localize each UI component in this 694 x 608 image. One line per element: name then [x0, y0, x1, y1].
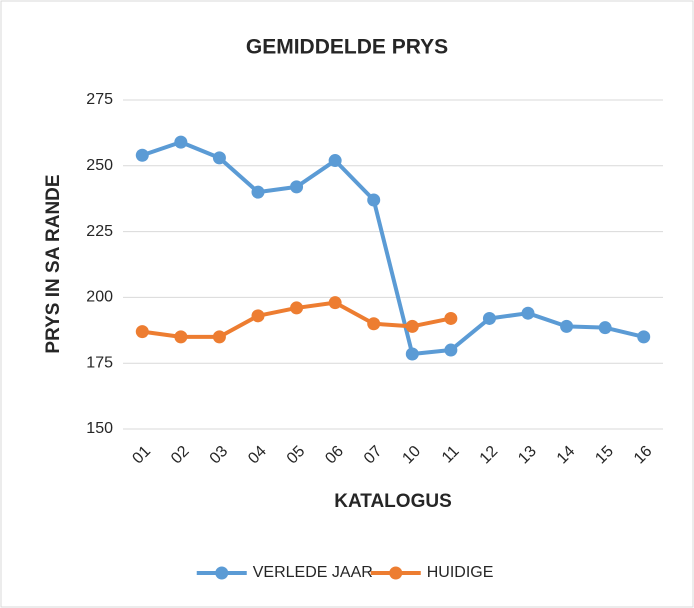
legend-label: HUIDIGE	[427, 564, 494, 581]
data-point	[290, 301, 304, 315]
series-line	[141, 140, 645, 356]
x-axis-title: KATALOGUS	[334, 491, 452, 512]
data-point	[328, 296, 342, 310]
data-point	[135, 325, 149, 339]
chart-title: GEMIDDELDE PRYS	[246, 36, 448, 59]
data-point	[174, 135, 188, 149]
data-point	[405, 319, 419, 333]
data-point	[212, 151, 226, 165]
data-point	[367, 193, 381, 207]
y-tick-label: 200	[86, 289, 113, 306]
data-point	[444, 343, 458, 357]
data-point	[251, 309, 265, 323]
y-tick-label: 150	[86, 420, 113, 437]
data-point	[290, 180, 304, 194]
data-point	[482, 311, 496, 325]
data-point	[521, 306, 535, 320]
data-point	[328, 154, 342, 168]
legend-marker	[215, 566, 229, 580]
data-point	[251, 185, 265, 199]
y-tick-label: 175	[86, 354, 113, 371]
data-point	[560, 319, 574, 333]
data-point	[598, 321, 612, 335]
data-point	[405, 347, 419, 361]
legend-marker	[389, 566, 403, 580]
y-tick-label: 225	[86, 223, 113, 240]
data-point	[367, 317, 381, 331]
data-point	[174, 330, 188, 344]
y-axis-title: PRYS IN SA RANDE	[43, 174, 64, 353]
y-tick-label: 275	[86, 91, 113, 108]
data-point	[212, 330, 226, 344]
y-tick-label: 250	[86, 157, 113, 174]
data-point	[637, 330, 651, 344]
legend-label: VERLEDE JAAR	[253, 564, 373, 581]
data-point	[135, 148, 149, 162]
data-point	[444, 311, 458, 325]
